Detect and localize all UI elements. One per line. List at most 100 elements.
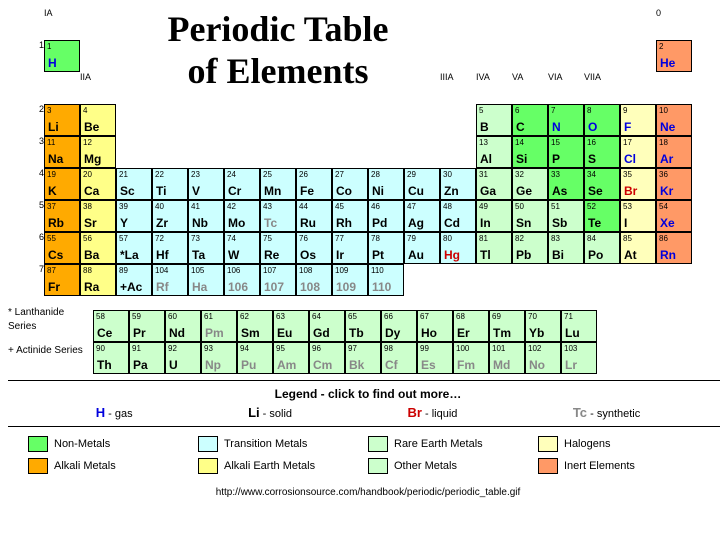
category-inert[interactable]: Inert Elements: [538, 458, 708, 474]
element-Sc[interactable]: 21Sc: [116, 168, 152, 200]
element-Rf[interactable]: 104Rf: [152, 264, 188, 296]
category-alkearth[interactable]: Alkali Earth Metals: [198, 458, 368, 474]
element-Pt[interactable]: 78Pt: [368, 232, 404, 264]
element-Cu[interactable]: 29Cu: [404, 168, 440, 200]
element-P[interactable]: 15P: [548, 136, 584, 168]
element-Lu[interactable]: 71Lu: [561, 310, 597, 342]
element-O[interactable]: 8O: [584, 104, 620, 136]
category-halogen[interactable]: Halogens: [538, 436, 708, 452]
element-Co[interactable]: 27Co: [332, 168, 368, 200]
element-Ni[interactable]: 28Ni: [368, 168, 404, 200]
element-Mn[interactable]: 25Mn: [260, 168, 296, 200]
element-Si[interactable]: 14Si: [512, 136, 548, 168]
element-W[interactable]: 74W: [224, 232, 260, 264]
element-I[interactable]: 53I: [620, 200, 656, 232]
element-Al[interactable]: 13Al: [476, 136, 512, 168]
element-Be[interactable]: 4Be: [80, 104, 116, 136]
category-nonmetal[interactable]: Non-Metals: [28, 436, 198, 452]
element-Tl[interactable]: 81Tl: [476, 232, 512, 264]
element-V[interactable]: 23V: [188, 168, 224, 200]
element-No[interactable]: 102No: [525, 342, 561, 374]
element-Ti[interactable]: 22Ti: [152, 168, 188, 200]
element-Xe[interactable]: 54Xe: [656, 200, 692, 232]
element-U[interactable]: 92U: [165, 342, 201, 374]
element-Na[interactable]: 11Na: [44, 136, 80, 168]
state-gas[interactable]: H - gas: [96, 405, 133, 420]
element-Cs[interactable]: 55Cs: [44, 232, 80, 264]
element-*La[interactable]: 57*La: [116, 232, 152, 264]
element-Sm[interactable]: 62Sm: [237, 310, 273, 342]
element-Mg[interactable]: 12Mg: [80, 136, 116, 168]
element-Se[interactable]: 34Se: [584, 168, 620, 200]
element-H[interactable]: 1H: [44, 40, 80, 72]
element-Hg[interactable]: 80Hg: [440, 232, 476, 264]
element-Th[interactable]: 90Th: [93, 342, 129, 374]
state-solid[interactable]: Li - solid: [248, 405, 292, 420]
category-trans[interactable]: Transition Metals: [198, 436, 368, 452]
element-Pr[interactable]: 59Pr: [129, 310, 165, 342]
element-Po[interactable]: 84Po: [584, 232, 620, 264]
element-Mo[interactable]: 42Mo: [224, 200, 260, 232]
element-Ar[interactable]: 18Ar: [656, 136, 692, 168]
element-Fr[interactable]: 87Fr: [44, 264, 80, 296]
element-Ne[interactable]: 10Ne: [656, 104, 692, 136]
category-other[interactable]: Other Metals: [368, 458, 538, 474]
element-Rh[interactable]: 45Rh: [332, 200, 368, 232]
element-Fm[interactable]: 100Fm: [453, 342, 489, 374]
element-Cd[interactable]: 48Cd: [440, 200, 476, 232]
element-Fe[interactable]: 26Fe: [296, 168, 332, 200]
element-Pd[interactable]: 46Pd: [368, 200, 404, 232]
element-Es[interactable]: 99Es: [417, 342, 453, 374]
element-Pm[interactable]: 61Pm: [201, 310, 237, 342]
element-Zr[interactable]: 40Zr: [152, 200, 188, 232]
element-Gd[interactable]: 64Gd: [309, 310, 345, 342]
element-Bk[interactable]: 97Bk: [345, 342, 381, 374]
element-Cl[interactable]: 17Cl: [620, 136, 656, 168]
element-Lr[interactable]: 103Lr: [561, 342, 597, 374]
state-synthetic[interactable]: Tc - synthetic: [573, 405, 640, 420]
element-Ca[interactable]: 20Ca: [80, 168, 116, 200]
element-C[interactable]: 6C: [512, 104, 548, 136]
element-S[interactable]: 16S: [584, 136, 620, 168]
element-Am[interactable]: 95Am: [273, 342, 309, 374]
element-Ga[interactable]: 31Ga: [476, 168, 512, 200]
element-Li[interactable]: 3Li: [44, 104, 80, 136]
element-Cf[interactable]: 98Cf: [381, 342, 417, 374]
element-At[interactable]: 85At: [620, 232, 656, 264]
element-K[interactable]: 19K: [44, 168, 80, 200]
element-107[interactable]: 107107: [260, 264, 296, 296]
element-Pa[interactable]: 91Pa: [129, 342, 165, 374]
element-Nb[interactable]: 41Nb: [188, 200, 224, 232]
element-Pb[interactable]: 82Pb: [512, 232, 548, 264]
element-Ra[interactable]: 88Ra: [80, 264, 116, 296]
element-Sn[interactable]: 50Sn: [512, 200, 548, 232]
element-Sb[interactable]: 51Sb: [548, 200, 584, 232]
element-Ho[interactable]: 67Ho: [417, 310, 453, 342]
element-Ag[interactable]: 47Ag: [404, 200, 440, 232]
element-Cr[interactable]: 24Cr: [224, 168, 260, 200]
element-He[interactable]: 2He: [656, 40, 692, 72]
element-+Ac[interactable]: 89+Ac: [116, 264, 152, 296]
element-Tc[interactable]: 43Tc: [260, 200, 296, 232]
element-Er[interactable]: 68Er: [453, 310, 489, 342]
element-Bi[interactable]: 83Bi: [548, 232, 584, 264]
element-Rn[interactable]: 86Rn: [656, 232, 692, 264]
element-Yb[interactable]: 70Yb: [525, 310, 561, 342]
element-Nd[interactable]: 60Nd: [165, 310, 201, 342]
element-Hf[interactable]: 72Hf: [152, 232, 188, 264]
element-110[interactable]: 110110: [368, 264, 404, 296]
element-Te[interactable]: 52Te: [584, 200, 620, 232]
element-Ru[interactable]: 44Ru: [296, 200, 332, 232]
element-Pu[interactable]: 94Pu: [237, 342, 273, 374]
element-Sr[interactable]: 38Sr: [80, 200, 116, 232]
category-alkali[interactable]: Alkali Metals: [28, 458, 198, 474]
element-Au[interactable]: 79Au: [404, 232, 440, 264]
element-Tm[interactable]: 69Tm: [489, 310, 525, 342]
element-Md[interactable]: 101Md: [489, 342, 525, 374]
element-B[interactable]: 5B: [476, 104, 512, 136]
element-F[interactable]: 9F: [620, 104, 656, 136]
element-Tb[interactable]: 65Tb: [345, 310, 381, 342]
element-Cm[interactable]: 96Cm: [309, 342, 345, 374]
element-Ce[interactable]: 58Ce: [93, 310, 129, 342]
element-Dy[interactable]: 66Dy: [381, 310, 417, 342]
